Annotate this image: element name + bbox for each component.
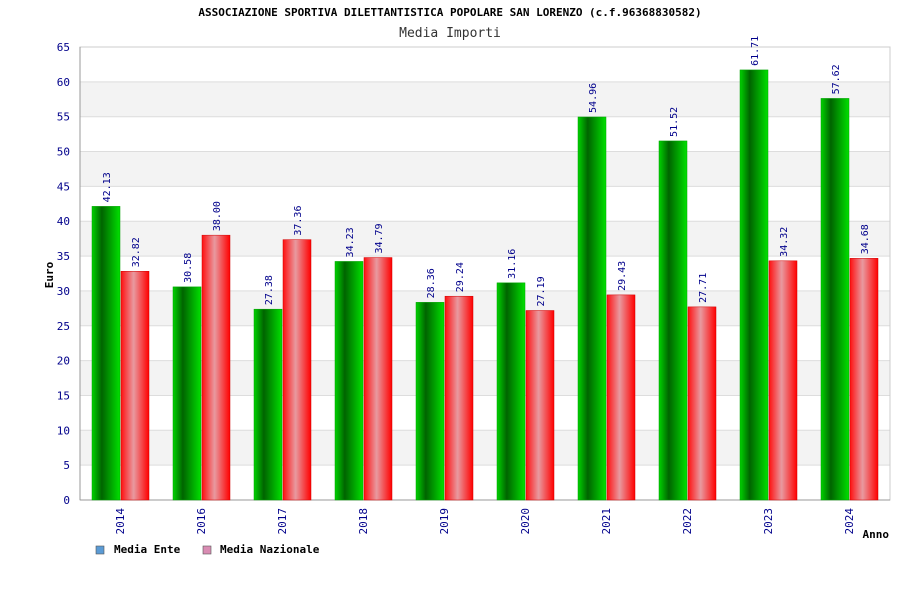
- grid-band: [80, 325, 890, 361]
- data-label-media-nazionale-2024: 34.68: [860, 224, 871, 254]
- chart-title: ASSOCIAZIONE SPORTIVA DILETTANTISTICA PO…: [198, 6, 701, 19]
- legend-swatch-media-nazionale: [202, 545, 212, 555]
- grid-band: [80, 81, 890, 117]
- x-axis-ticks: 2014 2016 2017 2018 2019 2020 2021 2022 2023 2024: [114, 508, 856, 535]
- x-tick-label-2017: 2017: [276, 508, 289, 535]
- bars: [91, 69, 879, 501]
- y-tick-label: 15: [57, 389, 70, 402]
- y-tick-label: 0: [63, 494, 70, 507]
- data-label-media-nazionale-2022: 27.71: [698, 273, 709, 303]
- data-label-media-ente-2016: 30.58: [183, 253, 194, 283]
- data-label-media-nazionale-2017: 37.36: [293, 206, 304, 236]
- grid-band: [80, 151, 890, 187]
- data-label-media-nazionale-2021: 29.43: [617, 261, 628, 291]
- data-label-media-ente-2024: 57.62: [831, 64, 842, 94]
- data-labels: 42.13 32.82 30.58 38.00 27.38 37.36 34.23 34.79…: [102, 36, 871, 307]
- legend-label-media-nazionale: Media Nazionale: [220, 543, 320, 556]
- grid-band: [80, 465, 890, 500]
- grid-band: [80, 221, 890, 257]
- x-tick-label-2021: 2021: [600, 508, 613, 535]
- grid-band: [80, 47, 890, 82]
- data-label-media-ente-2017: 27.38: [264, 275, 275, 305]
- bar-media-ente-2014: [91, 206, 121, 501]
- data-label-media-nazionale-2014: 32.82: [131, 237, 142, 267]
- y-axis-label: Euro: [43, 261, 56, 288]
- y-tick-label: 25: [57, 320, 70, 333]
- y-tick-label: 55: [57, 111, 70, 124]
- bar-media-ente-2017: [253, 308, 283, 501]
- x-tick-label-2018: 2018: [357, 508, 370, 535]
- y-tick-label: 45: [57, 180, 70, 193]
- bar-media-ente-2018: [334, 261, 364, 501]
- y-tick-label: 10: [57, 424, 70, 437]
- bar-media-ente-2023: [739, 69, 769, 501]
- bar-media-nazionale-2019: [444, 295, 474, 501]
- data-label-media-ente-2020: 31.16: [507, 249, 518, 279]
- data-label-media-nazionale-2023: 34.32: [779, 227, 790, 257]
- bar-media-ente-2024: [820, 98, 850, 501]
- grid-band: [80, 256, 890, 291]
- y-tick-label: 5: [63, 459, 70, 472]
- data-label-media-ente-2018: 34.23: [345, 227, 356, 257]
- bar-media-ente-2019: [415, 302, 445, 501]
- legend-label-media-ente: Media Ente: [114, 543, 181, 556]
- bar-media-nazionale-2024: [849, 258, 879, 501]
- bar-media-nazionale-2022: [687, 306, 717, 501]
- x-tick-label-2023: 2023: [762, 508, 775, 535]
- bar-media-ente-2022: [658, 140, 688, 501]
- x-tick-label-2016: 2016: [195, 508, 208, 535]
- y-tick-label: 65: [57, 41, 70, 54]
- data-label-media-nazionale-2016: 38.00: [212, 201, 223, 231]
- legend: Media Ente Media Nazionale: [95, 543, 320, 556]
- x-tick-label-2019: 2019: [438, 508, 451, 535]
- data-label-media-nazionale-2020: 27.19: [536, 276, 547, 306]
- grid-band: [80, 116, 890, 152]
- grid: [79, 46, 891, 501]
- bar-media-nazionale-2017: [282, 239, 312, 501]
- x-tick-label-2020: 2020: [519, 508, 532, 535]
- data-label-media-nazionale-2019: 29.24: [455, 262, 466, 292]
- bar-media-nazionale-2021: [606, 294, 636, 501]
- chart-subtitle: Media Importi: [399, 26, 501, 41]
- data-label-media-ente-2019: 28.36: [426, 268, 437, 298]
- x-tick-label-2014: 2014: [114, 508, 127, 535]
- bar-media-ente-2016: [172, 286, 202, 501]
- data-label-media-ente-2014: 42.13: [102, 172, 113, 202]
- y-tick-label: 50: [57, 146, 70, 159]
- y-axis-ticks: 0 5 10 15 20 25 30 35 40 45 50 55 60 65: [57, 41, 70, 507]
- y-tick-label: 40: [57, 215, 70, 228]
- bar-media-ente-2020: [496, 282, 526, 501]
- grid-band: [80, 430, 890, 466]
- y-tick-label: 35: [57, 250, 70, 263]
- y-tick-label: 60: [57, 76, 70, 89]
- grid-band: [80, 290, 890, 326]
- x-axis-label: Anno: [863, 528, 890, 541]
- data-label-media-ente-2021: 54.96: [588, 83, 599, 113]
- bar-media-ente-2021: [577, 116, 607, 501]
- data-label-media-nazionale-2018: 34.79: [374, 223, 385, 253]
- bar-media-nazionale-2014: [120, 271, 150, 501]
- bar-media-nazionale-2016: [201, 234, 231, 501]
- bar-media-nazionale-2023: [768, 260, 798, 501]
- x-tick-label-2022: 2022: [681, 508, 694, 535]
- y-tick-label: 30: [57, 285, 70, 298]
- grid-band: [80, 360, 890, 396]
- data-label-media-ente-2022: 51.52: [669, 107, 680, 137]
- bar-media-nazionale-2018: [363, 257, 393, 501]
- y-tick-label: 20: [57, 355, 70, 368]
- grid-band: [80, 186, 890, 222]
- grid-band: [80, 395, 890, 431]
- bar-media-nazionale-2020: [525, 310, 555, 501]
- legend-swatch-media-ente: [95, 545, 105, 555]
- data-label-media-ente-2023: 61.71: [750, 36, 761, 66]
- x-tick-label-2024: 2024: [843, 508, 856, 535]
